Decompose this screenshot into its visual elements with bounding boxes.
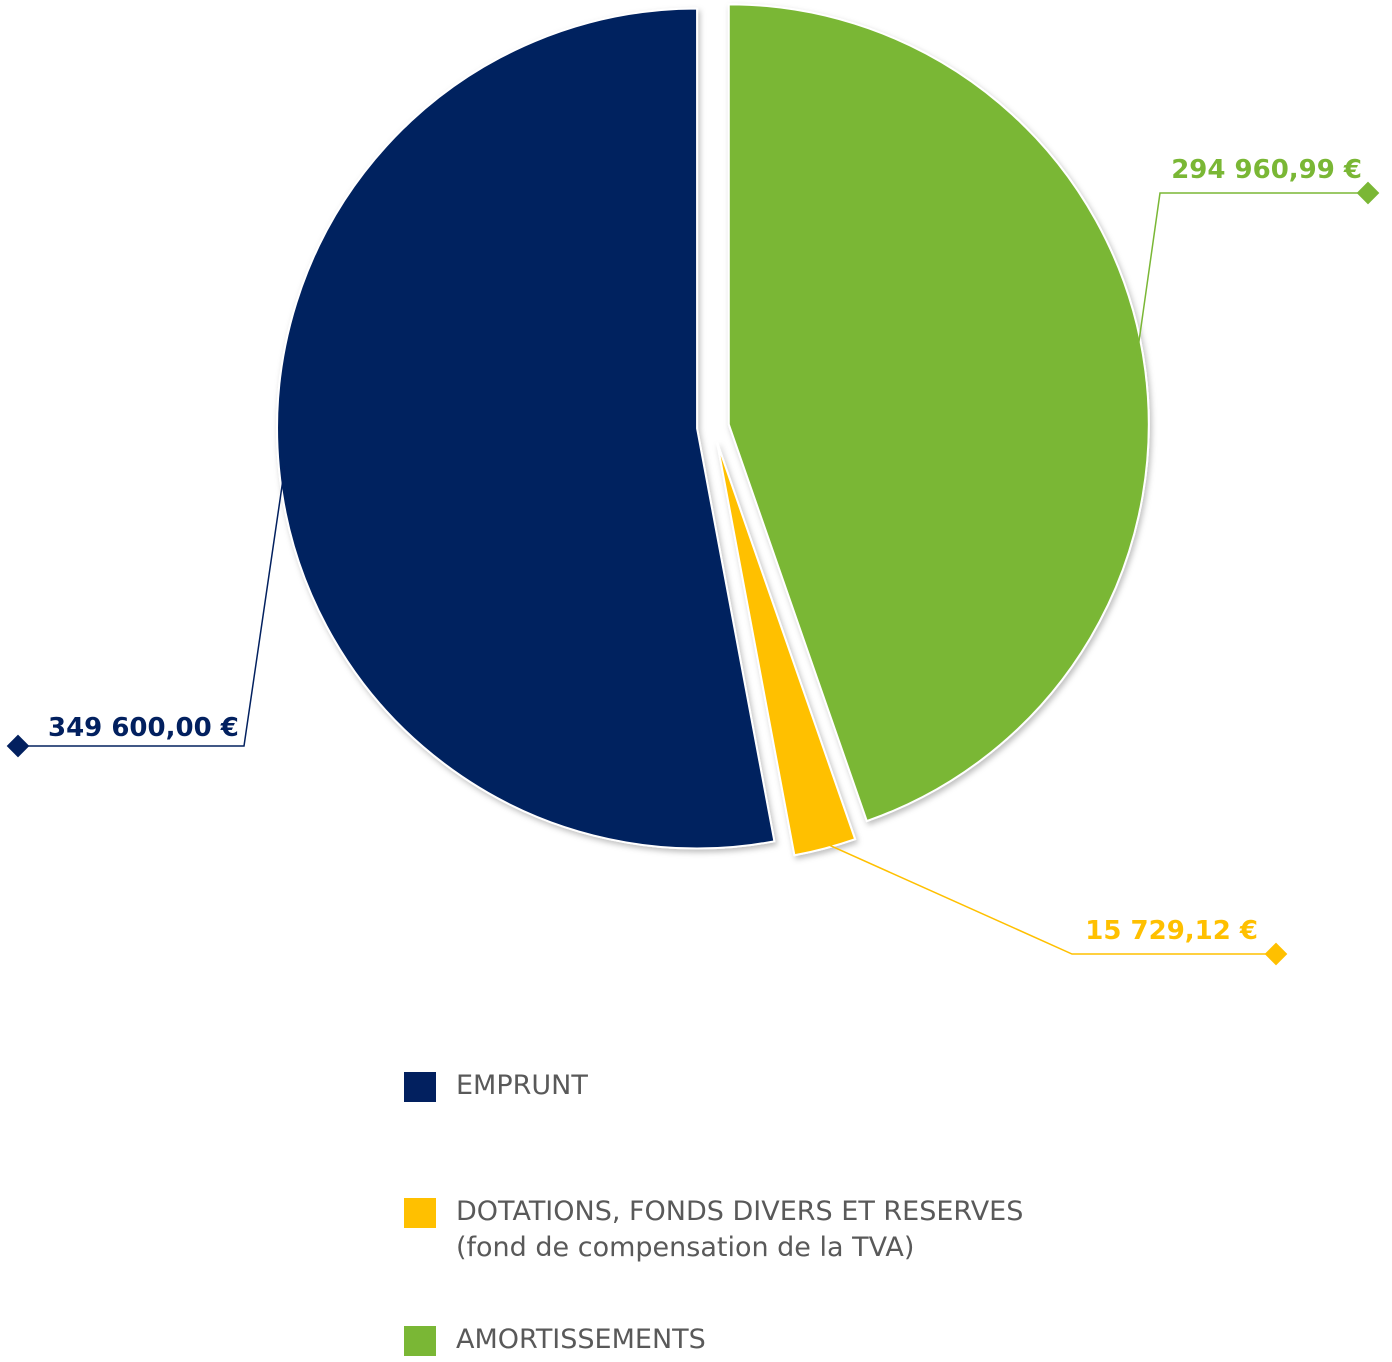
legend-item-amortissements: AMORTISSEMENTS	[404, 1322, 706, 1358]
legend-swatch-dotations	[404, 1198, 436, 1228]
leader-line	[1136, 192, 1368, 356]
data-label: 15 729,12 €	[1085, 916, 1258, 946]
leader-marker-icon	[1356, 181, 1380, 205]
pie-slice-dotations	[716, 442, 857, 857]
pie-chart: 294 960,99 € 15 729,12 € 349 600,00 €	[6, 3, 1380, 966]
legend-label-emprunt: EMPRUNT	[456, 1070, 588, 1101]
data-label: 294 960,99 €	[1171, 155, 1362, 185]
leader-line	[18, 466, 286, 747]
legend-label-dotations-line2: (fond de compensation de la TVA)	[456, 1232, 915, 1263]
leader-marker-icon	[1264, 942, 1288, 966]
leader-line	[823, 841, 1276, 955]
leader-marker-icon	[6, 734, 30, 758]
legend-swatch-amortissements	[404, 1326, 436, 1356]
legend-label-dotations: DOTATIONS, FONDS DIVERS ET RESERVES (fon…	[456, 1194, 1023, 1266]
legend-swatch-emprunt	[404, 1072, 436, 1102]
legend-label-amortissements: AMORTISSEMENTS	[456, 1324, 706, 1355]
legend-item-emprunt: EMPRUNT	[404, 1068, 588, 1104]
data-label: 349 600,00 €	[48, 713, 239, 743]
legend-item-dotations: DOTATIONS, FONDS DIVERS ET RESERVES (fon…	[404, 1194, 1023, 1266]
pie-slice-emprunt	[276, 7, 776, 850]
pie-slice-amortissements	[727, 3, 1150, 823]
legend-label-dotations-line1: DOTATIONS, FONDS DIVERS ET RESERVES	[456, 1196, 1024, 1227]
